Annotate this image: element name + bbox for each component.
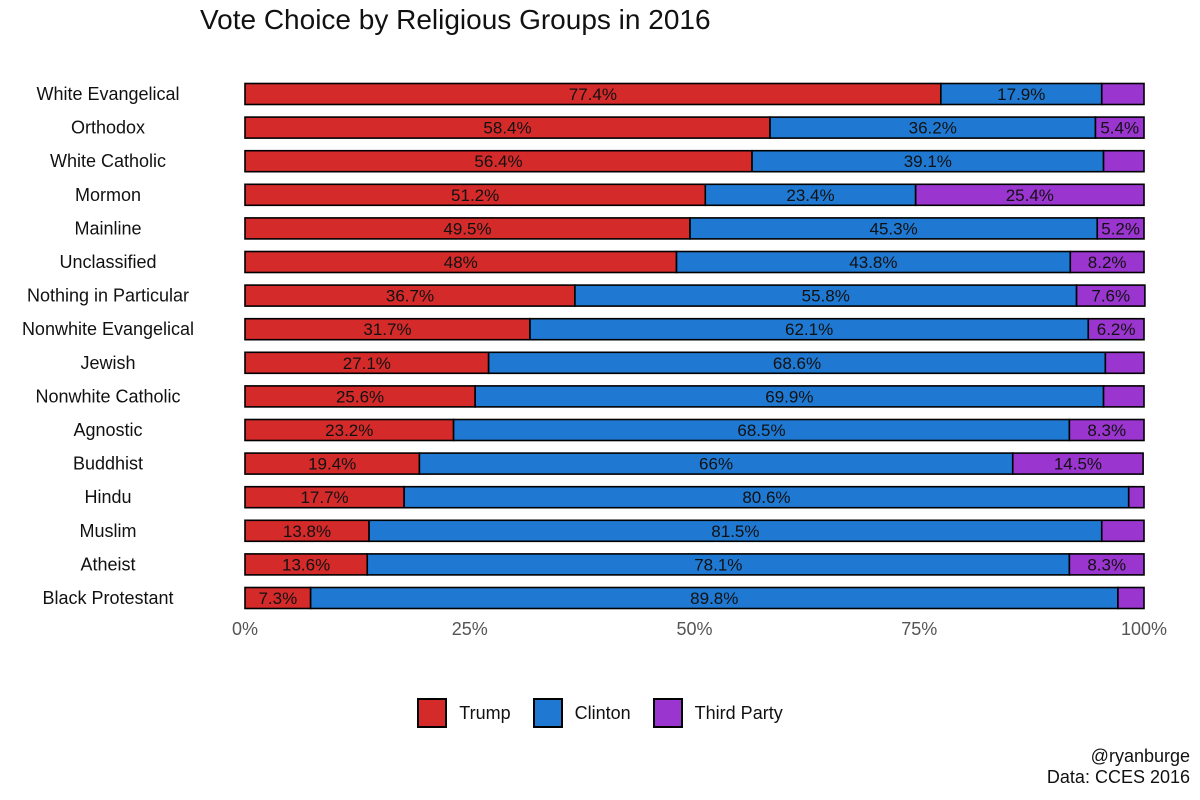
value-label-trump-nonwhite-catholic: 25.6% <box>336 387 384 406</box>
value-label-third-party-mainline: 5.2% <box>1101 219 1140 238</box>
legend-swatch-trump <box>417 698 448 728</box>
category-label-white-evangelical: White Evangelical <box>36 84 179 104</box>
value-label-trump-unclassified: 48% <box>444 253 478 272</box>
value-label-clinton-unclassified: 43.8% <box>849 253 897 272</box>
legend-swatch-clinton <box>532 698 563 728</box>
value-label-clinton-mainline: 45.3% <box>870 219 918 238</box>
value-label-trump-jewish: 27.1% <box>343 354 391 373</box>
value-label-trump-mainline: 49.5% <box>443 219 491 238</box>
value-label-clinton-white-catholic: 39.1% <box>904 152 952 171</box>
value-label-third-party-nothing-in-particular: 7.6% <box>1091 287 1130 306</box>
bar-third-party-mainline <box>1096 217 1145 240</box>
legend-label-trump: Trump <box>459 702 511 723</box>
value-label-trump-agnostic: 23.2% <box>325 421 373 440</box>
value-label-trump-hindu: 17.7% <box>300 488 348 507</box>
value-label-third-party-agnostic: 8.3% <box>1087 421 1126 440</box>
category-label-hindu: Hindu <box>84 487 131 507</box>
category-label-nothing-in-particular: Nothing in Particular <box>27 286 189 306</box>
value-label-clinton-nothing-in-particular: 55.8% <box>802 287 850 306</box>
x-tick-label-0: 0% <box>232 619 258 639</box>
chart-plot: White Evangelical 77.4% 17.9% Orthodox 58.4%… <box>22 82 1167 639</box>
bar-third-party-nothing-in-particular <box>1075 284 1146 307</box>
x-tick-label-50: 50% <box>676 619 712 639</box>
value-label-third-party-mormon: 25.4% <box>1006 186 1054 205</box>
bar-third-party-agnostic <box>1068 418 1145 442</box>
x-tick-label-100: 100% <box>1121 619 1167 639</box>
data-source: Data: CCES 2016 <box>1046 767 1190 787</box>
value-label-trump-nonwhite-evangelical: 31.7% <box>363 320 411 339</box>
value-label-clinton-orthodox: 36.2% <box>909 119 957 138</box>
value-label-trump-nothing-in-particular: 36.7% <box>386 287 434 306</box>
bar-third-party-nonwhite-evangelical <box>1087 317 1145 341</box>
category-label-mormon: Mormon <box>75 185 141 205</box>
value-label-clinton-nonwhite-catholic: 69.9% <box>765 387 813 406</box>
value-label-third-party-orthodox: 5.4% <box>1100 119 1139 138</box>
bar-third-party-unclassified <box>1069 250 1145 274</box>
bar-third-party-black-protestant <box>1117 586 1145 610</box>
category-label-unclassified: Unclassified <box>59 252 156 272</box>
value-label-third-party-buddhist: 14.5% <box>1054 455 1102 474</box>
author-handle: @ryanburge <box>1090 746 1190 766</box>
value-label-clinton-muslim: 81.5% <box>711 522 759 541</box>
x-tick-label-75: 75% <box>901 619 937 639</box>
credits: @ryanburge Data: CCES 2016 <box>1047 746 1190 788</box>
value-label-clinton-buddhist: 66% <box>699 455 733 474</box>
bar-third-party-white-evangelical <box>1100 82 1145 106</box>
legend-item-trump: Trump <box>417 698 511 728</box>
category-label-atheist: Atheist <box>80 554 135 574</box>
value-label-clinton-nonwhite-evangelical: 62.1% <box>785 320 833 339</box>
value-label-third-party-unclassified: 8.2% <box>1088 253 1127 272</box>
value-label-clinton-agnostic: 68.5% <box>737 421 785 440</box>
category-label-orthodox: Orthodox <box>71 118 145 138</box>
legend-item-third-party: Third Party <box>652 698 783 728</box>
value-label-third-party-nonwhite-evangelical: 6.2% <box>1097 320 1136 339</box>
value-label-clinton-mormon: 23.4% <box>786 186 834 205</box>
category-label-muslim: Muslim <box>80 521 137 541</box>
value-label-clinton-jewish: 68.6% <box>773 354 821 373</box>
legend-label-third-party: Third Party <box>694 702 783 723</box>
value-label-trump-buddhist: 19.4% <box>308 455 356 474</box>
category-label-agnostic: Agnostic <box>73 420 142 440</box>
bar-third-party-hindu <box>1127 485 1145 509</box>
value-label-trump-white-evangelical: 77.4% <box>569 85 617 104</box>
value-label-trump-muslim: 13.8% <box>283 522 331 541</box>
x-tick-label-25: 25% <box>452 619 488 639</box>
category-label-nonwhite-evangelical: Nonwhite Evangelical <box>22 319 194 339</box>
bar-third-party-mormon <box>914 183 1145 207</box>
legend-swatch-third-party <box>652 698 683 728</box>
bar-third-party-white-catholic <box>1102 149 1145 173</box>
value-label-trump-black-protestant: 7.3% <box>258 589 297 608</box>
category-label-black-protestant: Black Protestant <box>42 588 173 608</box>
value-label-third-party-atheist: 8.3% <box>1087 555 1126 574</box>
category-label-jewish: Jewish <box>80 353 135 373</box>
bar-third-party-muslim <box>1100 519 1145 543</box>
category-label-white-catholic: White Catholic <box>50 151 166 171</box>
value-label-trump-white-catholic: 56.4% <box>474 152 522 171</box>
legend-label-clinton: Clinton <box>574 702 631 723</box>
value-label-trump-atheist: 13.6% <box>282 555 330 574</box>
legend-item-clinton: Clinton <box>532 698 631 728</box>
bar-third-party-atheist <box>1068 553 1145 576</box>
value-label-clinton-white-evangelical: 17.9% <box>997 85 1045 104</box>
value-label-clinton-atheist: 78.1% <box>694 555 742 574</box>
bar-third-party-jewish <box>1104 351 1145 375</box>
chart-title: Vote Choice by Religious Groups in 2016 <box>200 4 711 35</box>
value-label-clinton-hindu: 80.6% <box>742 488 790 507</box>
value-label-trump-mormon: 51.2% <box>451 186 499 205</box>
legend: Trump Clinton Third Party <box>0 696 1200 730</box>
bar-third-party-buddhist <box>1011 452 1144 475</box>
value-label-clinton-black-protestant: 89.8% <box>690 589 738 608</box>
value-label-trump-orthodox: 58.4% <box>483 119 531 138</box>
category-label-nonwhite-catholic: Nonwhite Catholic <box>35 386 180 406</box>
category-label-mainline: Mainline <box>74 218 141 238</box>
bar-third-party-orthodox <box>1094 116 1145 139</box>
category-label-buddhist: Buddhist <box>73 454 143 474</box>
bar-third-party-nonwhite-catholic <box>1102 385 1145 408</box>
